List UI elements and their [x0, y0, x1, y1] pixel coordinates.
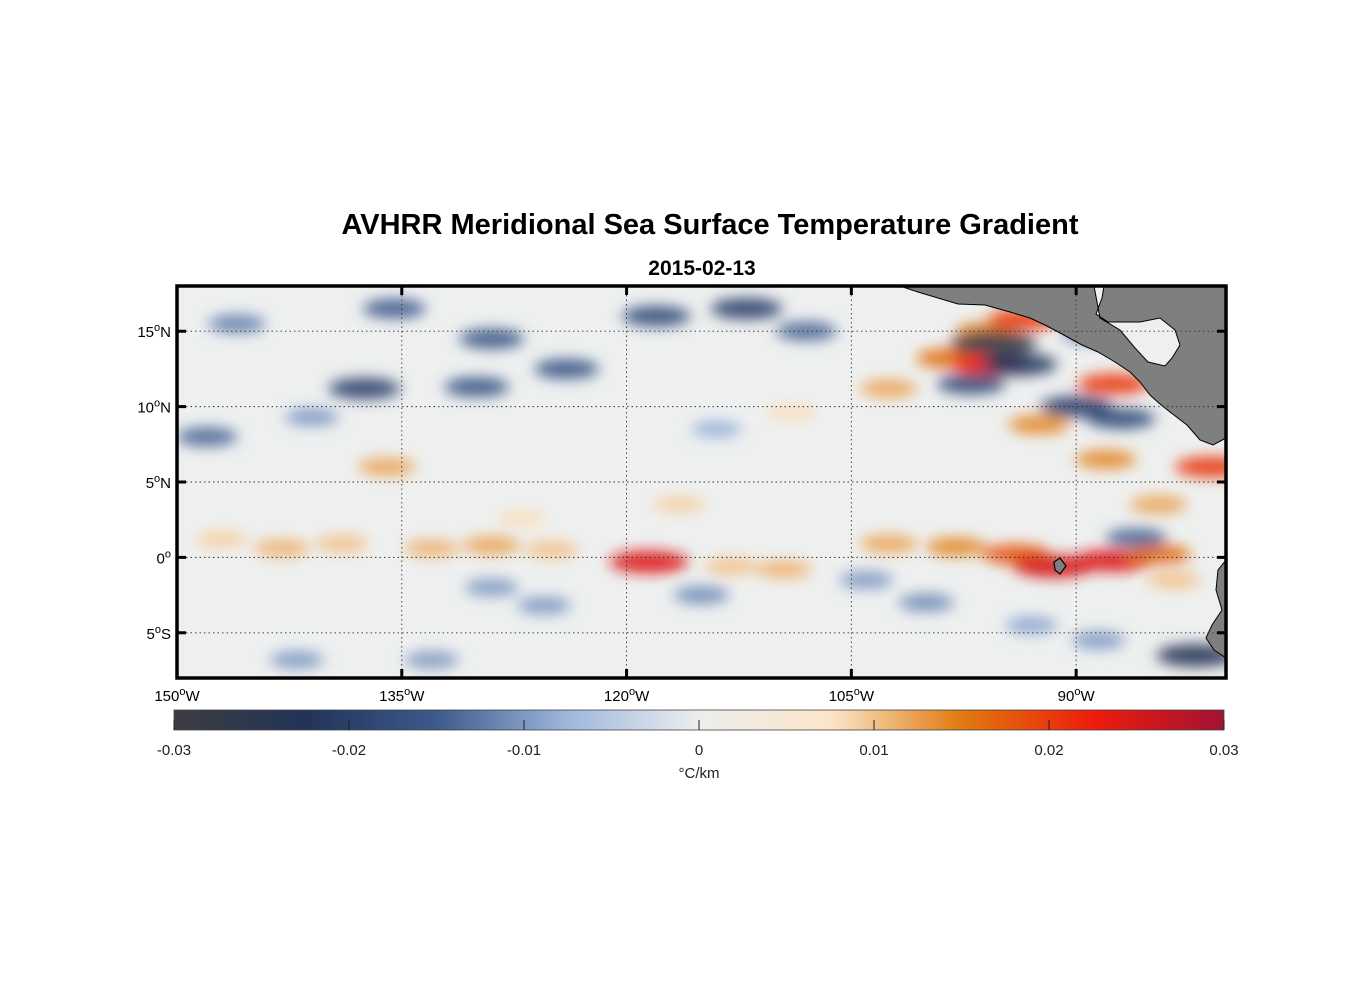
cold-gradient-feature: [775, 321, 838, 341]
colorbar-tick-label: -0.01: [507, 742, 541, 759]
warm-gradient-feature: [314, 535, 369, 553]
cold-gradient-feature: [362, 298, 426, 319]
colorbar-ticks: -0.03 -0.02 -0.01 0 0.01 0.02 0.03: [157, 720, 1239, 759]
cold-gradient-feature: [898, 593, 955, 612]
cold-gradient-feature: [1105, 528, 1167, 548]
warm-gradient-feature: [1013, 554, 1095, 578]
warm-gradient-feature: [462, 536, 521, 555]
cold-gradient-feature: [404, 651, 459, 669]
colorbar-tick-label: 0.03: [1209, 742, 1238, 759]
chart-title: AVHRR Meridional Sea Surface Temperature…: [341, 209, 1078, 241]
colorbar: -0.03 -0.02 -0.01 0 0.01 0.02 0.03 °C/km: [157, 709, 1239, 782]
warm-gradient-feature: [254, 539, 310, 558]
warm-gradient-feature: [609, 550, 689, 574]
warm-gradient-feature: [1126, 544, 1191, 565]
gulf-of-honduras-water: [1093, 286, 1181, 367]
y-tick-label: 0o​: [157, 548, 171, 567]
cold-gradient-feature: [208, 314, 266, 333]
cold-gradient-feature: [464, 578, 519, 597]
colorbar-tick-label: 0: [695, 742, 703, 759]
warm-gradient-feature: [496, 509, 547, 527]
warm-gradient-feature: [1008, 415, 1070, 435]
warm-gradient-feature: [195, 530, 249, 548]
warm-gradient-feature: [1146, 571, 1201, 589]
warm-gradient-feature: [403, 539, 460, 558]
cold-gradient-feature: [284, 408, 339, 427]
axis-ticks: [175, 286, 1226, 678]
warm-gradient-feature: [756, 560, 812, 579]
gradient-field: [177, 298, 1226, 669]
x-tick-label: 90oW: [1058, 686, 1096, 705]
colorbar-tick-label: -0.03: [157, 742, 191, 759]
warm-gradient-feature: [704, 557, 759, 576]
y-tick-label: 15oN: [137, 322, 171, 341]
cold-gradient-feature: [534, 359, 599, 379]
cold-gradient-feature: [1156, 644, 1226, 667]
warm-gradient-feature: [524, 541, 579, 559]
galapagos-islands: [1053, 557, 1067, 575]
cold-gradient-feature: [517, 596, 572, 615]
colorbar-tick-label: -0.02: [332, 742, 366, 759]
x-tick-label: 135oW: [379, 686, 425, 705]
cold-gradient-feature: [937, 373, 1006, 395]
x-tick-label: 150oW: [154, 686, 200, 705]
cold-gradient-feature: [269, 651, 324, 669]
warm-gradient-feature: [925, 537, 987, 557]
cold-gradient-feature: [981, 353, 1057, 376]
warm-gradient-feature: [860, 534, 918, 553]
cold-gradient-feature: [1005, 616, 1058, 634]
warm-gradient-feature: [1175, 456, 1226, 478]
warm-gradient-feature: [358, 457, 416, 477]
cold-gradient-feature: [1086, 408, 1156, 429]
map-panel: [175, 284, 1228, 680]
warm-gradient-feature: [766, 404, 817, 421]
colorbar-unit-label: °C/km: [679, 765, 720, 782]
cold-gradient-feature: [177, 427, 238, 447]
cold-gradient-feature: [1040, 396, 1113, 418]
x-tick-label: 105oW: [829, 686, 875, 705]
y-tick-label: 5oN: [146, 473, 171, 492]
warm-gradient-feature: [1077, 373, 1150, 395]
warm-gradient-feature: [1075, 449, 1137, 469]
cold-gradient-feature: [710, 298, 783, 320]
x-axis-labels: 150oW 135oW 120oW 105oW 90oW: [154, 686, 1095, 705]
graticule: [176, 286, 1226, 678]
warm-gradient-feature: [860, 379, 918, 398]
chart-subtitle: 2015-02-13: [648, 257, 755, 280]
cold-gradient-feature: [1071, 631, 1126, 650]
cold-gradient-feature: [444, 377, 510, 397]
cold-gradient-feature: [328, 377, 401, 400]
cold-gradient-feature: [950, 331, 1037, 356]
cold-gradient-feature: [622, 306, 691, 327]
y-tick-label: 5oS: [147, 624, 171, 643]
warm-gradient-feature: [652, 496, 706, 514]
y-tick-label: 10oN: [137, 398, 171, 417]
x-tick-label: 120oW: [604, 686, 650, 705]
cold-gradient-feature: [691, 420, 742, 438]
warm-gradient-feature: [1129, 495, 1188, 514]
y-axis-labels: 15oN 10oN 5oN 0o​ 5oS: [137, 322, 171, 643]
colorbar-tick-label: 0.02: [1034, 742, 1063, 759]
cold-gradient-feature: [459, 328, 525, 349]
cold-gradient-feature: [839, 571, 894, 589]
cold-gradient-feature: [673, 586, 730, 605]
colorbar-tick-label: 0.01: [859, 742, 888, 759]
